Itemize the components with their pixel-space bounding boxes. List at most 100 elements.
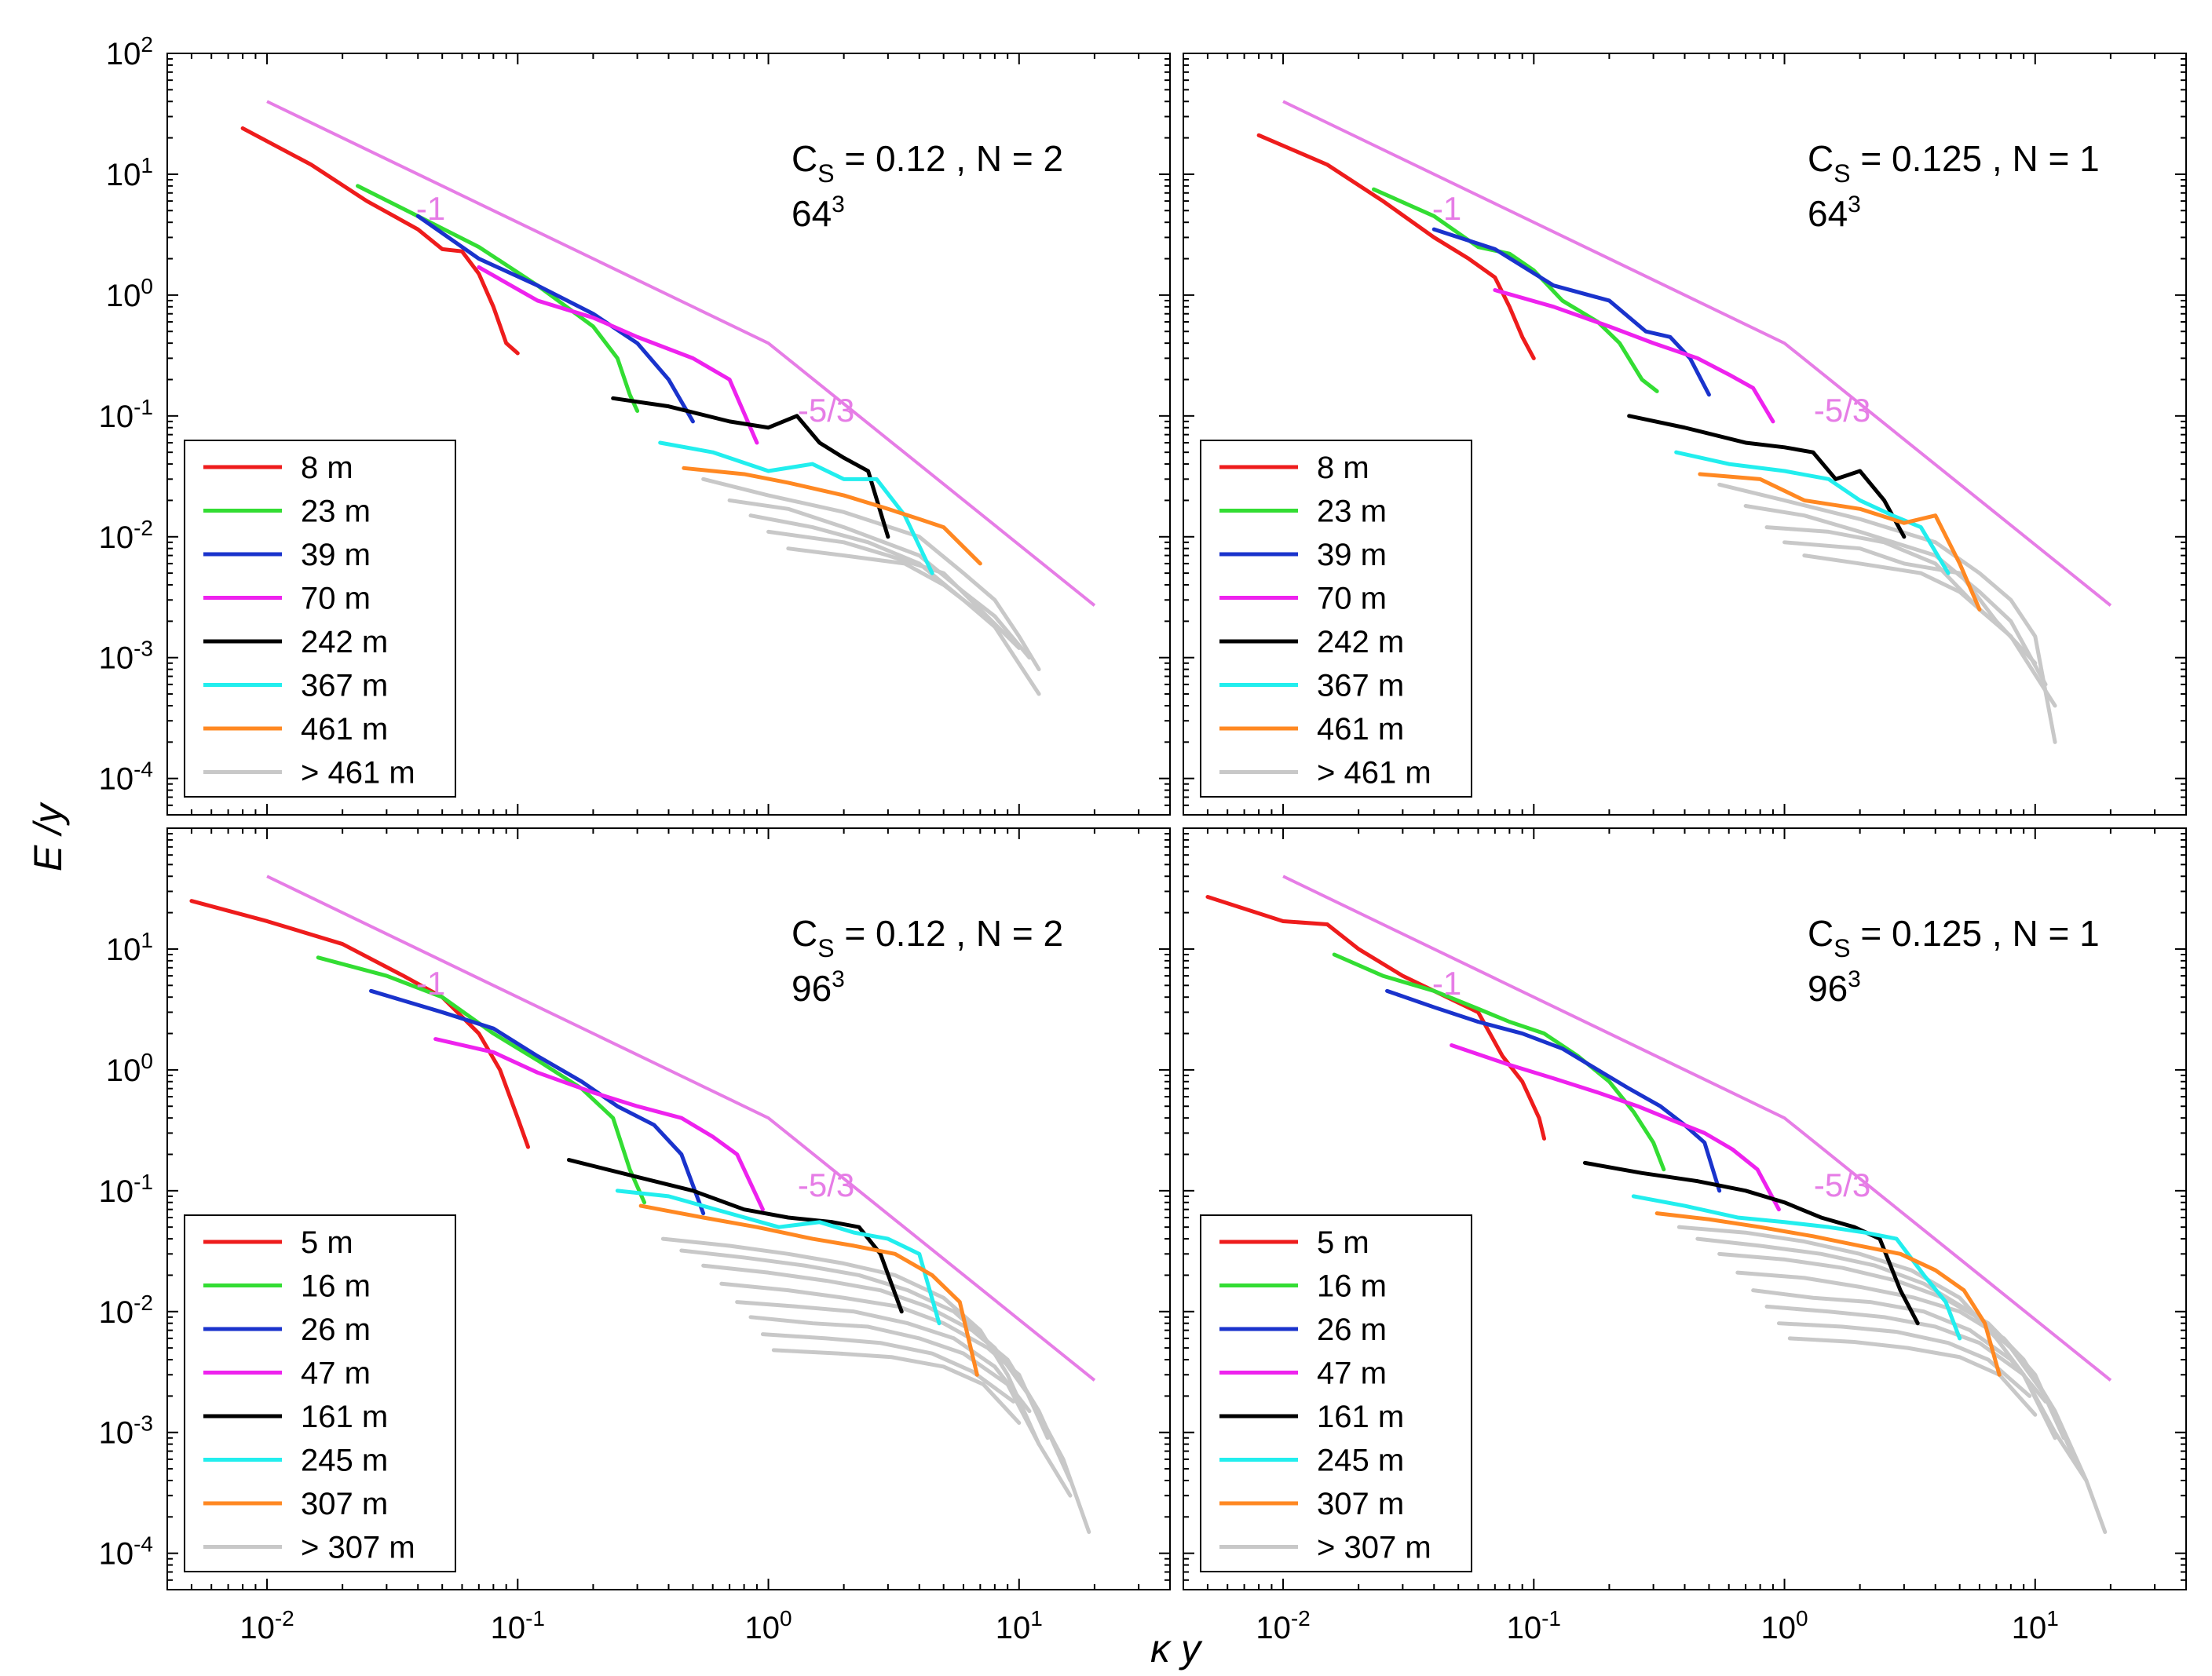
y-tick-label-base: 10: [99, 1295, 134, 1330]
legend-label: 47 m: [301, 1357, 371, 1391]
x-tick-label-base: 10: [239, 1611, 275, 1645]
y-tick-label-base: 10: [99, 1416, 134, 1451]
x-tick-label-exponent: -1: [1541, 1606, 1561, 1630]
axis-ticks: [1183, 827, 2187, 1590]
legend-label: 39 m: [301, 538, 371, 572]
annotation-parameters: = 0.125 , N = 1: [1851, 913, 2100, 954]
legend: 8 m 23 m 39 m 70 m 242 m 367 m 461 m > 461 m: [184, 440, 456, 798]
y-tick-label-exponent: 0: [141, 1049, 153, 1073]
x-tick-label-exponent: -1: [525, 1606, 545, 1630]
axis-ticks: [166, 53, 1171, 816]
series-line: [658, 440, 934, 575]
x-tick-label: 101: [2012, 1606, 2059, 1645]
legend-label: 26 m: [1317, 1313, 1387, 1347]
x-tick-label-exponent: 1: [2046, 1606, 2059, 1630]
legend-label: 70 m: [301, 582, 371, 616]
grid-size-exponent: 3: [1848, 192, 1861, 217]
y-tick-label: 10-2: [99, 1291, 153, 1330]
legend-label: 23 m: [1317, 495, 1387, 529]
legend-label: 307 m: [301, 1487, 388, 1521]
series-line: [433, 1037, 765, 1212]
x-tick-label: 100: [745, 1606, 792, 1645]
series-line: [415, 214, 695, 424]
series-line: [1450, 1042, 1781, 1212]
y-tick-label-exponent: -4: [133, 758, 153, 782]
annotation-cs: C: [792, 913, 817, 954]
grid-size-base: 96: [792, 968, 832, 1009]
y-tick-label: 10-3: [99, 637, 153, 676]
slope-label: -5/3: [1814, 1167, 1870, 1203]
legend-label: 461 m: [301, 712, 388, 747]
y-tick-label-exponent: -1: [133, 395, 153, 419]
legend-label: 39 m: [1317, 538, 1387, 572]
x-tick-label-base: 10: [1761, 1611, 1797, 1645]
y-tick-label-exponent: 2: [141, 32, 153, 57]
y-tick-label: 101: [106, 928, 153, 967]
annotation-cs: C: [1808, 913, 1834, 954]
legend-box: [1200, 1214, 1472, 1572]
panel-grid-size: 963: [1808, 966, 1861, 1009]
y-tick-label-exponent: -3: [133, 1411, 153, 1436]
y-tick-label-exponent: -3: [133, 637, 153, 661]
legend-label: 367 m: [1317, 669, 1404, 703]
series-line: [1676, 1225, 2108, 1535]
slope-label: -5/3: [1814, 392, 1870, 429]
series-line: [566, 1158, 904, 1314]
grid-size-exponent: 3: [1848, 966, 1861, 992]
y-tick-label-base: 10: [106, 1053, 141, 1088]
y-tick-label-base: 10: [106, 37, 141, 71]
legend-label: > 307 m: [301, 1531, 415, 1565]
series-line: [1582, 1160, 1920, 1326]
y-tick-label: 102: [106, 32, 153, 71]
legend-label: 307 m: [1317, 1487, 1404, 1521]
legend-label: 16 m: [1317, 1269, 1387, 1304]
y-tick-label-base: 10: [106, 933, 141, 967]
y-axis-label: E /y: [26, 801, 70, 871]
reference-slope-line: [266, 100, 1096, 607]
x-tick-label-exponent: -2: [1291, 1606, 1311, 1630]
series-line: [1787, 1336, 2038, 1417]
y-tick-label-base: 10: [99, 1174, 134, 1209]
legend-label: 367 m: [301, 669, 388, 703]
grid-size-exponent: 3: [832, 192, 845, 217]
series-line: [719, 1281, 1050, 1440]
panel-grid-size: 963: [792, 966, 845, 1009]
series-line: [1627, 414, 1907, 539]
grid-size-exponent: 3: [832, 966, 845, 992]
series-line: [771, 1348, 1022, 1426]
series-line: [1332, 952, 1666, 1172]
panel-annotation: CS = 0.12 , N = 2: [792, 913, 1063, 962]
grid-size-base: 96: [1808, 968, 1848, 1009]
series-line: [615, 1189, 941, 1326]
series-line: [611, 396, 890, 539]
x-axis-label: κ y: [1150, 1627, 1203, 1671]
slope-label: -1: [1432, 190, 1461, 227]
plot-area: [240, 100, 1096, 696]
plot-area: [189, 875, 1096, 1535]
x-tick-label-exponent: 0: [780, 1606, 792, 1630]
axis-ticks: [1183, 53, 2187, 816]
y-tick-label: 100: [106, 1049, 153, 1088]
panel-4: 10-2 10-1 100 101-1-5/3CS = 0.125 , N = 196…: [1183, 827, 2187, 1645]
reference-slope-line: [1282, 100, 2112, 607]
panel-grid-size: 643: [792, 192, 845, 234]
x-tick-label-exponent: 0: [1796, 1606, 1808, 1630]
slope-label: -1: [1432, 965, 1461, 1002]
annotation-cs: C: [792, 138, 817, 179]
panel-frame: [1183, 53, 2187, 816]
annotation-cs-subscript: S: [817, 934, 834, 962]
legend-label: 70 m: [1317, 582, 1387, 616]
x-tick-label: 100: [1761, 1606, 1808, 1645]
legend-box: [184, 1214, 456, 1572]
slope-label: -1: [416, 190, 445, 227]
x-tick-label: 10-1: [1507, 1606, 1561, 1645]
y-tick-label: 10-4: [99, 758, 153, 797]
y-tick-label: 10-4: [99, 1532, 153, 1572]
legend-label: 5 m: [1317, 1225, 1369, 1260]
panel-frame: [166, 53, 1171, 816]
series-line: [786, 546, 997, 626]
annotation-cs: C: [1808, 138, 1834, 179]
series-line: [748, 1315, 1041, 1447]
